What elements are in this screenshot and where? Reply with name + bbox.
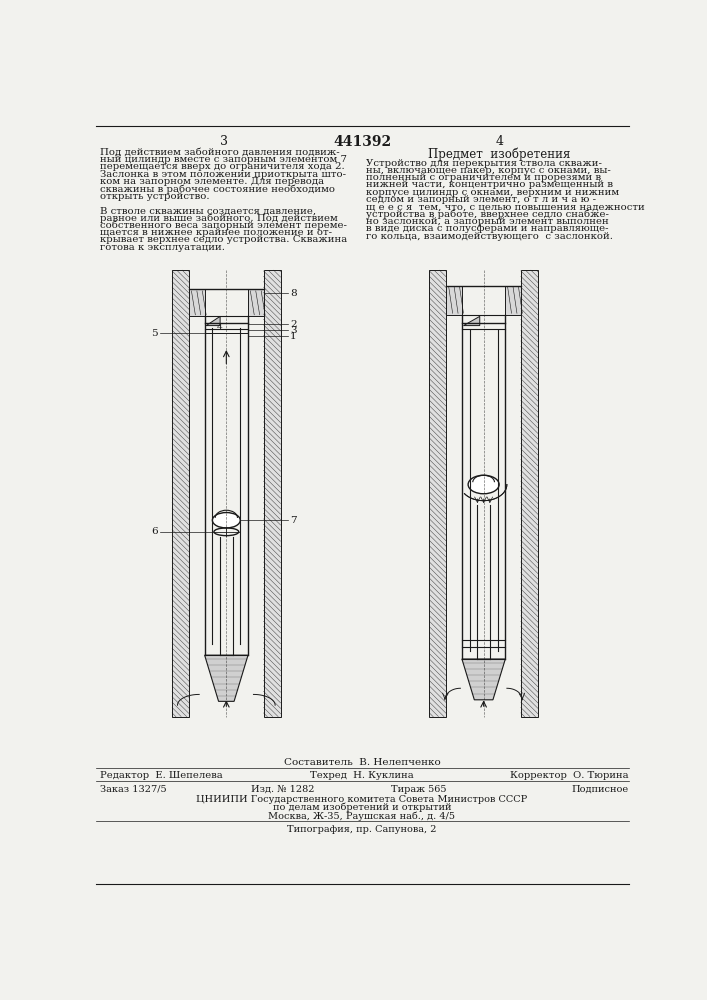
Bar	[248, 289, 264, 316]
Text: Под действием забойного давления подвиж-: Под действием забойного давления подвиж-	[100, 148, 339, 157]
Text: щ е е с я  тем, что, с целью повышения надежности: щ е е с я тем, что, с целью повышения на…	[366, 202, 645, 211]
Text: готова к эксплуатации.: готова к эксплуатации.	[100, 243, 225, 252]
Text: 3: 3	[220, 135, 228, 148]
Text: 1: 1	[290, 332, 296, 341]
Text: 5: 5	[151, 329, 158, 338]
Text: ны, включающее пакер, корпус с окнами, вы-: ны, включающее пакер, корпус с окнами, в…	[366, 166, 611, 175]
Text: по делам изобретений и открытий: по делам изобретений и открытий	[273, 803, 451, 812]
Bar	[189, 289, 204, 316]
Text: нижней части, концентрично размещенный в: нижней части, концентрично размещенный в	[366, 180, 613, 189]
Polygon shape	[464, 316, 480, 326]
Polygon shape	[462, 659, 506, 700]
Text: скважины в рабочее состояние необходимо: скважины в рабочее состояние необходимо	[100, 184, 335, 194]
Text: 8: 8	[290, 289, 296, 298]
Bar	[446, 286, 462, 315]
Text: Заказ 1327/5: Заказ 1327/5	[100, 785, 167, 794]
Text: ЦНИИПИ Государственного комитета Совета Министров СССР: ЦНИИПИ Государственного комитета Совета …	[197, 795, 527, 804]
Text: перемещается вверх до ограничителя хода 2.: перемещается вверх до ограничителя хода …	[100, 162, 345, 171]
Text: 7: 7	[290, 516, 296, 525]
Ellipse shape	[212, 513, 240, 528]
Polygon shape	[206, 316, 220, 326]
Text: Типография, пр. Сапунова, 2: Типография, пр. Сапунова, 2	[287, 825, 437, 834]
Text: крывает верхнее седло устройства. Скважина: крывает верхнее седло устройства. Скважи…	[100, 235, 347, 244]
Text: равное или выше забойного. Под действием: равное или выше забойного. Под действием	[100, 214, 338, 223]
Text: ком на запорном элементе. Для перевода: ком на запорном элементе. Для перевода	[100, 177, 324, 186]
Text: щается в нижнее крайнее положение и от-: щается в нижнее крайнее положение и от-	[100, 228, 332, 237]
Bar	[521, 270, 538, 717]
Text: но заслонкой, а запорный элемент выполнен: но заслонкой, а запорный элемент выполне…	[366, 217, 609, 226]
Text: го кольца, взаимодействующего  с заслонкой.: го кольца, взаимодействующего с заслонко…	[366, 232, 613, 241]
Text: Составитель  В. Нелепченко: Составитель В. Нелепченко	[284, 758, 440, 767]
Polygon shape	[204, 655, 248, 701]
Text: Редактор  Е. Шепелева: Редактор Е. Шепелева	[100, 771, 223, 780]
Text: Тираж 565: Тираж 565	[391, 785, 446, 794]
Text: 3: 3	[290, 326, 296, 335]
Text: открыть устройство.: открыть устройство.	[100, 192, 209, 201]
Bar	[506, 286, 521, 315]
Text: седлом и запорный элемент, о т л и ч а ю -: седлом и запорный элемент, о т л и ч а ю…	[366, 195, 596, 204]
Text: 441392: 441392	[333, 135, 391, 149]
Text: Подписное: Подписное	[571, 785, 629, 794]
Text: 4: 4	[217, 323, 223, 332]
Ellipse shape	[468, 475, 499, 494]
Text: собственного веса запорный элемент переме-: собственного веса запорный элемент перем…	[100, 221, 347, 230]
Text: В стволе скважины создается давление,: В стволе скважины создается давление,	[100, 206, 316, 215]
Text: корпусе цилиндр с окнами, верхним и нижним: корпусе цилиндр с окнами, верхним и нижн…	[366, 188, 619, 197]
Text: в виде диска с полусферами и направляюще-: в виде диска с полусферами и направляюще…	[366, 224, 608, 233]
Bar	[264, 270, 281, 717]
Text: Предмет  изобретения: Предмет изобретения	[428, 148, 571, 161]
Text: 6: 6	[151, 527, 158, 536]
Text: Техред  Н. Куклина: Техред Н. Куклина	[310, 771, 414, 780]
Text: 2: 2	[290, 320, 296, 329]
Bar	[172, 270, 189, 717]
Text: ный цилиндр вместе с запорным элементом 7: ный цилиндр вместе с запорным элементом …	[100, 155, 347, 164]
Text: Устройство для перекрытия ствола скважи-: Устройство для перекрытия ствола скважи-	[366, 158, 602, 167]
Text: Изд. № 1282: Изд. № 1282	[251, 785, 315, 794]
Bar	[429, 270, 446, 717]
Text: устройства в работе, вверхнее седло снабже-: устройства в работе, вверхнее седло снаб…	[366, 210, 609, 219]
Text: полненный с ограничителем и прорезями в: полненный с ограничителем и прорезями в	[366, 173, 601, 182]
Text: 4: 4	[495, 135, 503, 148]
Text: Москва, Ж-35, Раушская наб., д. 4/5: Москва, Ж-35, Раушская наб., д. 4/5	[269, 811, 455, 821]
Text: Корректор  О. Тюрина: Корректор О. Тюрина	[510, 771, 629, 780]
Text: Заслонка в этом положении приоткрыта што-: Заслонка в этом положении приоткрыта што…	[100, 170, 346, 179]
